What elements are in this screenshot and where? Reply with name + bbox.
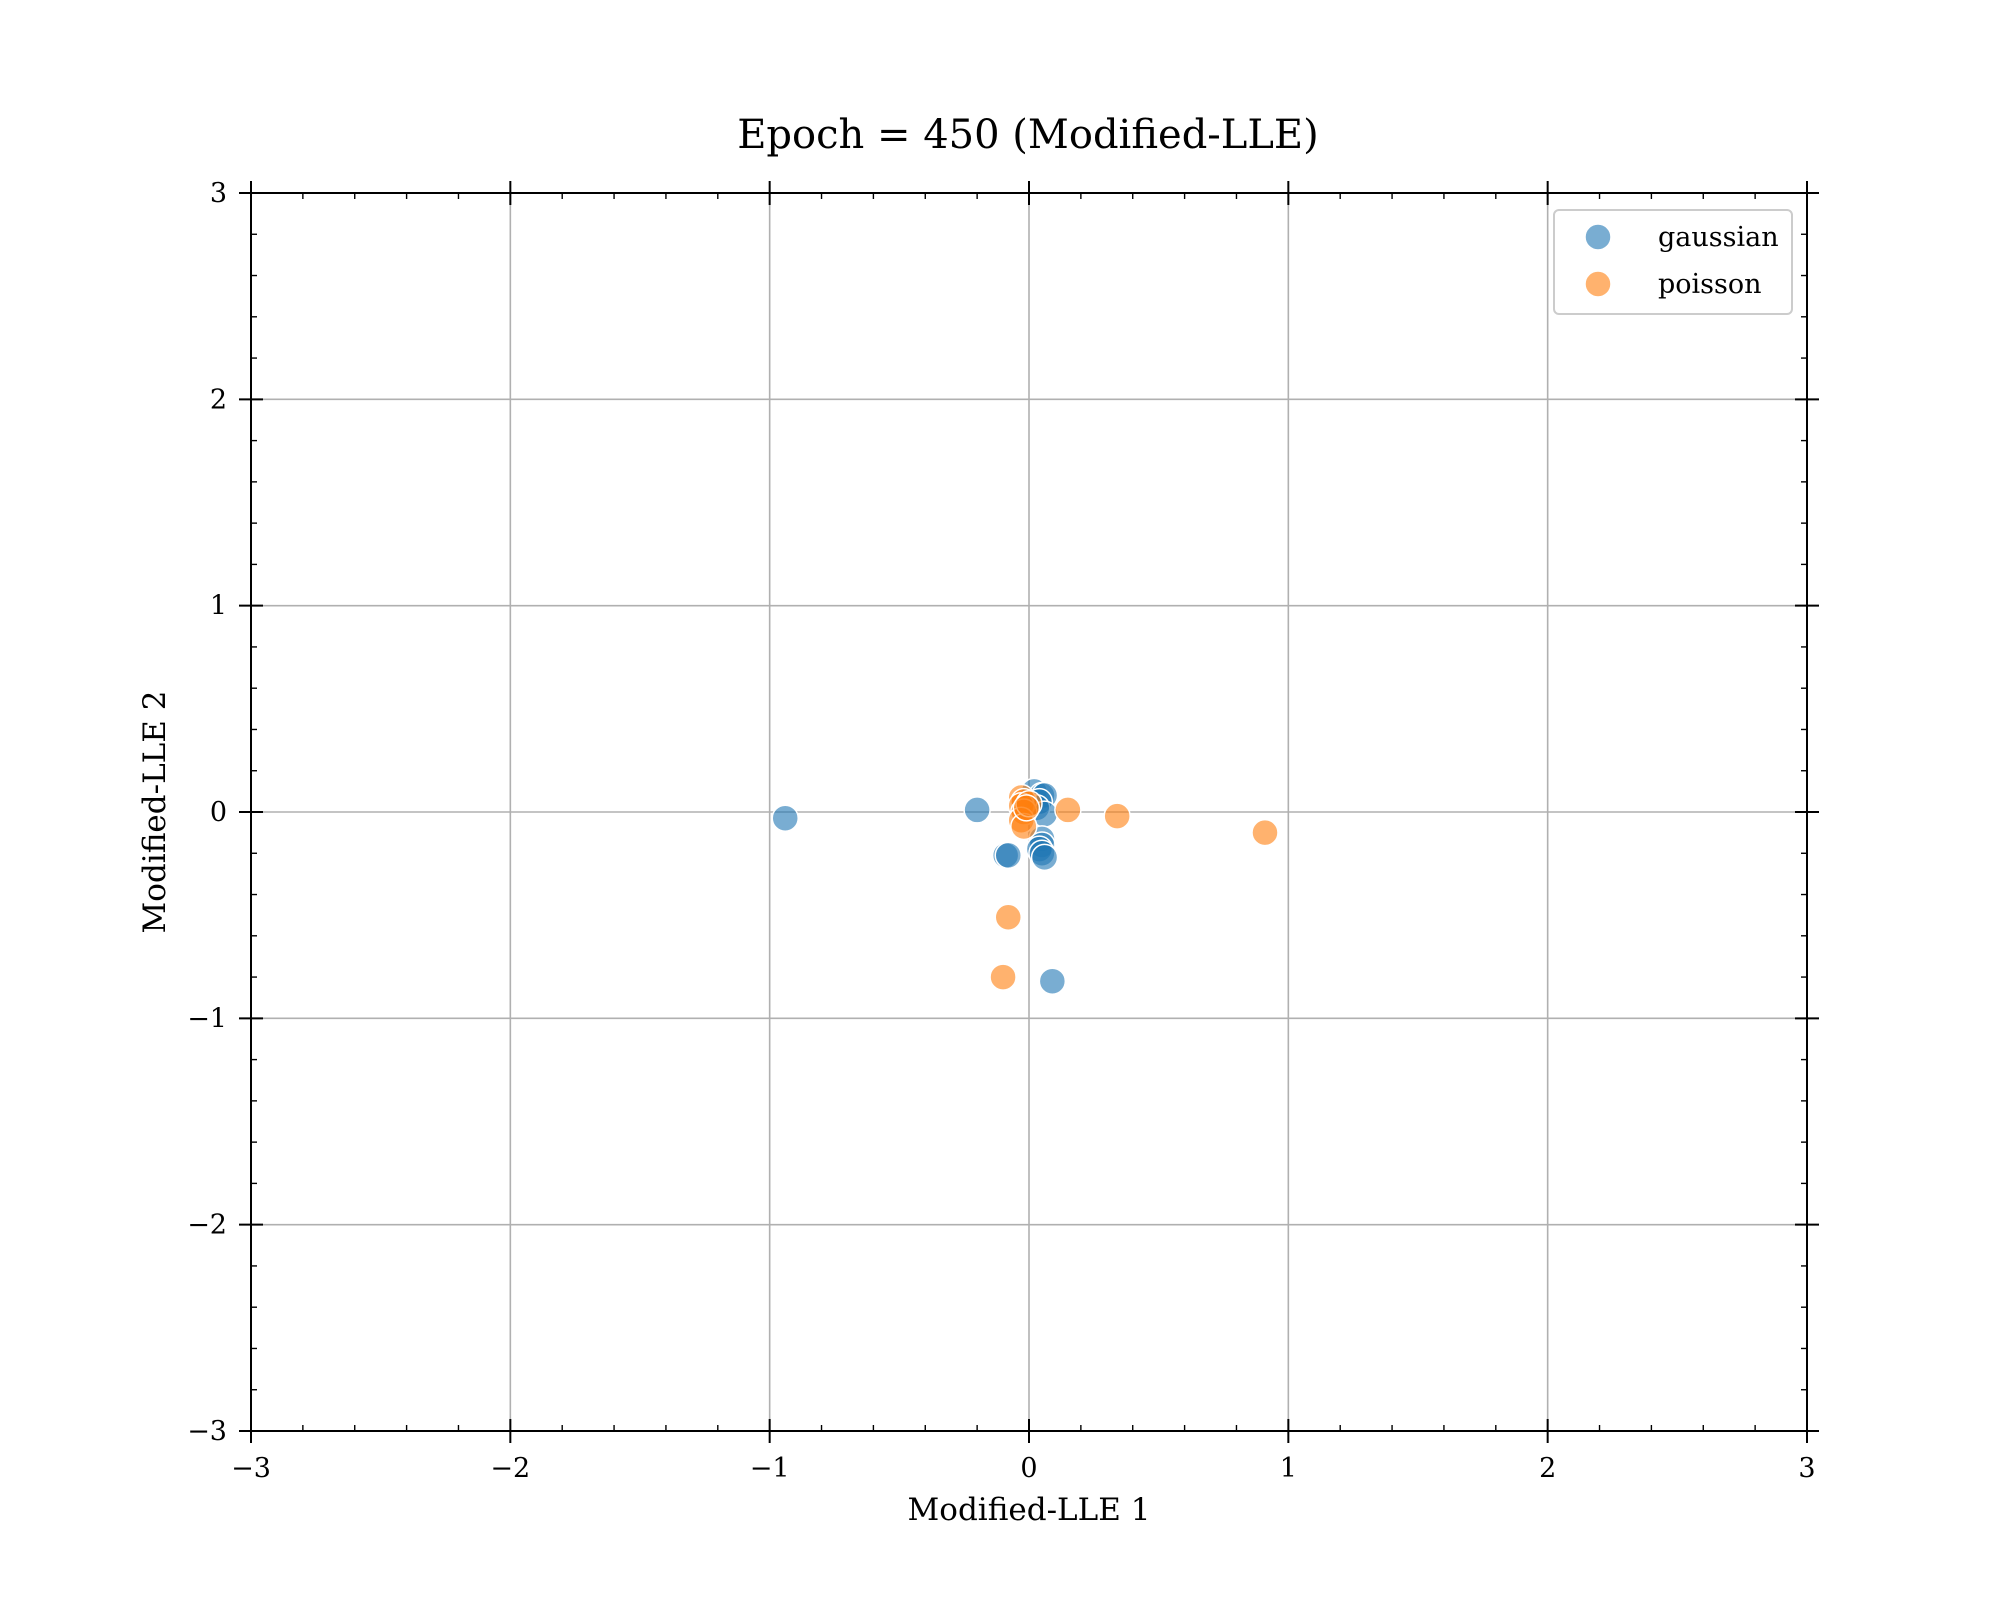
x-tick-label-4: 1 <box>1280 1453 1297 1484</box>
y-tick-label-5: 2 <box>210 384 227 415</box>
legend-marker-gaussian <box>1584 223 1612 251</box>
y-tick-label-4: 1 <box>210 591 227 622</box>
x-tick-label-1: −2 <box>490 1453 530 1484</box>
legend: gaussian poisson <box>1553 209 1793 315</box>
gaussian-point-15 <box>1038 967 1067 995</box>
legend-label-poisson: poisson <box>1658 269 1762 300</box>
x-axis-label: Modified-LLE 1 <box>908 1492 1151 1528</box>
data-points <box>771 777 1279 995</box>
x-tick-label-3: 0 <box>1020 1453 1037 1484</box>
gaussian-point-0 <box>771 804 799 832</box>
axis-ticks <box>239 181 1819 1443</box>
poisson-point-11 <box>994 903 1023 931</box>
poisson-point-10 <box>1251 818 1279 847</box>
y-tick-label-1: −2 <box>187 1210 227 1241</box>
tick-labels: −3 −2 −1 0 1 2 3 −3 −2 −1 0 1 2 3 <box>187 178 1815 1484</box>
gaussian-point-3 <box>994 841 1023 870</box>
gaussian-point-1 <box>963 796 991 824</box>
legend-label-gaussian: gaussian <box>1658 222 1779 253</box>
series-poisson <box>989 783 1279 991</box>
chart-title: Epoch = 450 (Modified-LLE) <box>737 112 1319 158</box>
poisson-point-8 <box>1054 796 1082 824</box>
x-tick-label-2: −1 <box>750 1453 790 1484</box>
legend-marker-poisson <box>1584 270 1612 298</box>
gaussian-point-14 <box>1030 843 1059 872</box>
x-tick-label-6: 3 <box>1798 1453 1815 1484</box>
y-tick-label-2: −1 <box>187 1003 227 1034</box>
legend-box <box>1553 209 1793 315</box>
poisson-point-12 <box>989 963 1017 991</box>
x-tick-label-5: 2 <box>1539 1453 1556 1484</box>
y-tick-label-6: 3 <box>210 178 227 209</box>
y-tick-label-3: 0 <box>210 797 227 828</box>
poisson-point-9 <box>1103 802 1131 830</box>
x-tick-label-0: −3 <box>231 1453 271 1484</box>
y-axis-label: Modified-LLE 2 <box>137 691 173 934</box>
poisson-point-7 <box>1012 794 1041 822</box>
y-tick-label-0: −3 <box>187 1416 227 1447</box>
